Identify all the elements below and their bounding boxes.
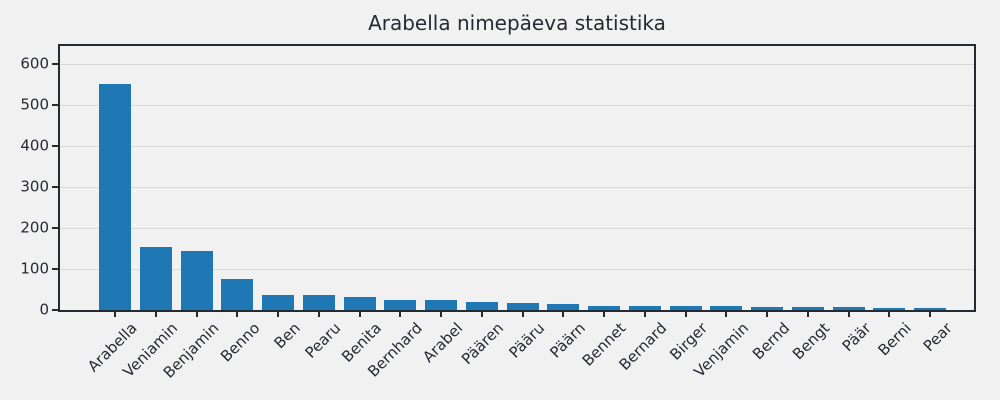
- y-tick-label: 500: [20, 95, 49, 114]
- y-tick-mark: [52, 226, 58, 229]
- x-tick-label: Arabel: [419, 319, 467, 367]
- y-tick-mark: [52, 185, 58, 188]
- x-tick-label: Bernd: [748, 319, 793, 364]
- x-tick-mark: [562, 312, 565, 317]
- bar-päärn: [547, 304, 580, 310]
- bar-veniamin: [139, 247, 172, 310]
- x-tick-label: Pear: [919, 319, 956, 356]
- x-tick-mark: [154, 312, 157, 317]
- y-tick-mark: [52, 267, 58, 270]
- x-tick-label: Benno: [216, 319, 263, 366]
- x-tick-mark: [399, 312, 402, 317]
- x-tick-mark: [888, 312, 891, 317]
- y-tick-mark: [52, 144, 58, 147]
- x-tick-mark: [317, 312, 320, 317]
- gridline-400: [60, 145, 974, 147]
- gridline-200: [60, 227, 974, 229]
- x-tick-mark: [929, 312, 931, 317]
- x-tick-label: Päären: [458, 319, 508, 369]
- gridline-300: [60, 186, 974, 188]
- x-tick-mark: [114, 312, 116, 317]
- bar-benjamin: [180, 250, 213, 310]
- bar-bengt: [791, 307, 824, 310]
- bar-venjamin: [710, 306, 743, 310]
- gridline-600: [60, 63, 974, 65]
- bar-bernhard: [384, 299, 417, 310]
- x-tick-mark: [521, 312, 524, 317]
- x-tick-mark: [643, 312, 646, 317]
- x-tick-label: Berni: [874, 319, 915, 360]
- x-tick-mark: [684, 312, 687, 317]
- x-tick-mark: [236, 312, 239, 317]
- x-tick-mark: [806, 312, 809, 317]
- bar-benno: [221, 279, 254, 310]
- chart-title: Arabella nimepäeva statistika: [368, 11, 666, 35]
- bar-arabella: [99, 84, 131, 310]
- bar-bennet: [588, 305, 620, 310]
- x-tick-label: Pääru: [505, 319, 549, 362]
- bar-päären: [465, 302, 498, 310]
- y-tick-mark: [52, 62, 58, 65]
- bar-bernd: [751, 306, 783, 310]
- y-tick-label: 0: [39, 300, 49, 319]
- x-tick-mark: [603, 312, 605, 317]
- x-tick-mark: [725, 312, 728, 317]
- bar-pear: [914, 307, 946, 310]
- bar-bernard: [628, 305, 661, 310]
- bar-arabel: [425, 300, 457, 310]
- gridline-100: [60, 268, 974, 270]
- bar-benita: [343, 297, 376, 310]
- bar-pääru: [506, 303, 539, 310]
- x-tick-mark: [277, 312, 279, 317]
- y-tick-label: 400: [20, 136, 49, 155]
- y-tick-label: 100: [20, 259, 49, 278]
- y-tick-mark: [52, 103, 58, 106]
- x-tick-label: Pearu: [301, 319, 345, 362]
- bar-päär: [832, 307, 865, 310]
- x-tick-label: Bengt: [789, 319, 834, 364]
- x-tick-label: Ben: [270, 319, 304, 353]
- gridline-500: [60, 104, 974, 106]
- x-tick-mark: [847, 312, 850, 317]
- bar-ben: [262, 295, 294, 310]
- y-tick-mark: [52, 309, 58, 311]
- x-tick-mark: [766, 312, 768, 317]
- bar-pearu: [302, 294, 335, 310]
- x-tick-label: Päär: [838, 319, 875, 356]
- bar-berni: [873, 307, 906, 310]
- x-tick-mark: [480, 312, 483, 317]
- y-tick-label: 300: [20, 177, 49, 196]
- bar-birger: [669, 306, 702, 310]
- x-tick-mark: [195, 312, 198, 317]
- y-tick-label: 600: [20, 54, 49, 73]
- x-tick-mark: [440, 312, 442, 317]
- x-tick-mark: [358, 312, 361, 317]
- y-tick-label: 200: [20, 218, 49, 237]
